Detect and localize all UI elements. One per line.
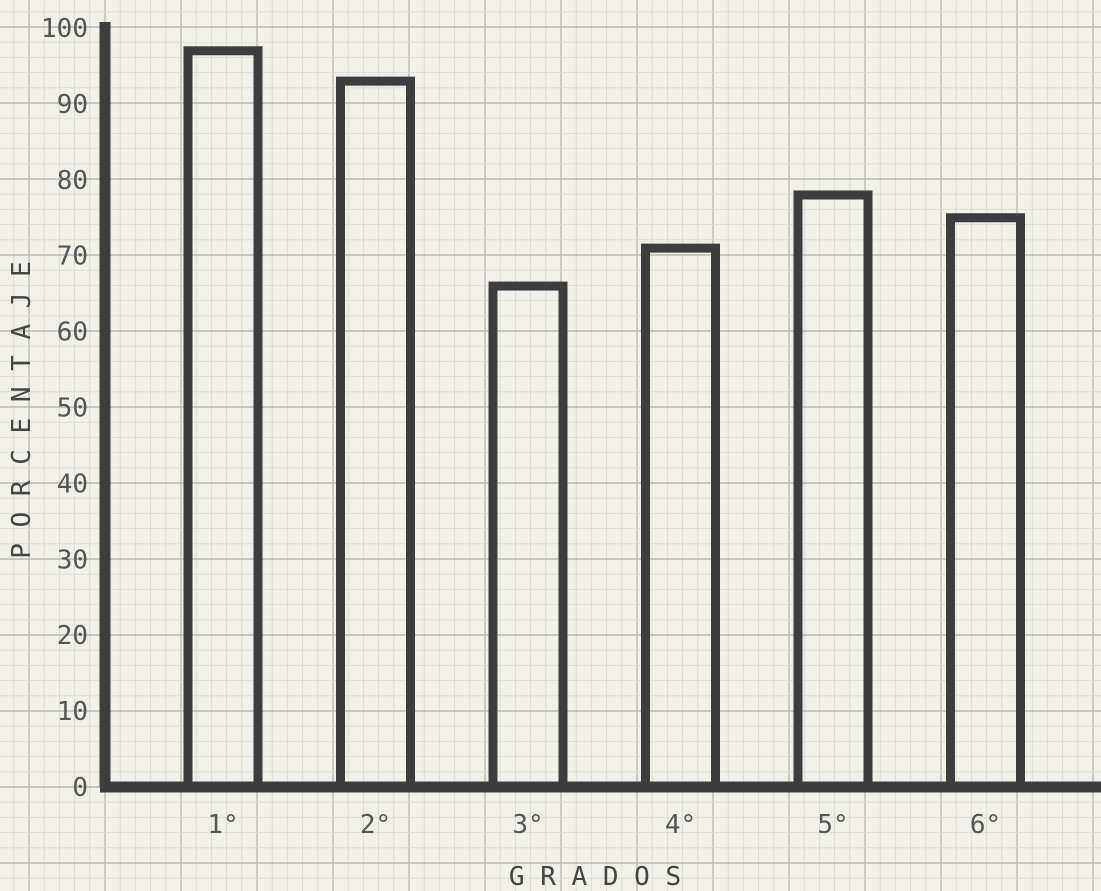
y-tick-label: 50: [57, 394, 88, 424]
axes-group: [99, 22, 1101, 793]
y-tick-label: 90: [57, 90, 88, 120]
y-tick-label: 0: [72, 773, 88, 803]
bar-2: [336, 76, 415, 792]
y-tick-label: 40: [57, 469, 88, 499]
x-tick-labels: 1° 2° 3° 4° 5° 6°: [207, 810, 1001, 840]
bar-4: [641, 243, 720, 792]
x-tick-label: 5°: [817, 810, 848, 840]
bar-1: [183, 46, 263, 792]
y-tick-label: 30: [57, 545, 88, 575]
y-tick-label: 70: [57, 242, 88, 272]
bar-5: [793, 190, 873, 792]
y-tick-label: 100: [41, 14, 88, 44]
y-tick-label: 10: [57, 697, 88, 727]
y-tick-label: 60: [57, 318, 88, 348]
x-axis-title: G R A D O S: [509, 862, 681, 891]
y-tick-label: 20: [57, 621, 88, 651]
y-axis-title: P O R C E N T A J E: [7, 261, 37, 558]
x-tick-label: 1°: [207, 810, 238, 840]
y-tick-label: 80: [57, 166, 88, 196]
bar-6: [946, 213, 1025, 792]
x-tick-label: 2°: [360, 810, 391, 840]
x-tick-label: 3°: [512, 810, 543, 840]
x-tick-label: 6°: [970, 810, 1001, 840]
x-tick-label: 4°: [665, 810, 696, 840]
y-tick-labels: 0 10 20 30 40 50 60 70 80 90 100: [41, 14, 88, 803]
